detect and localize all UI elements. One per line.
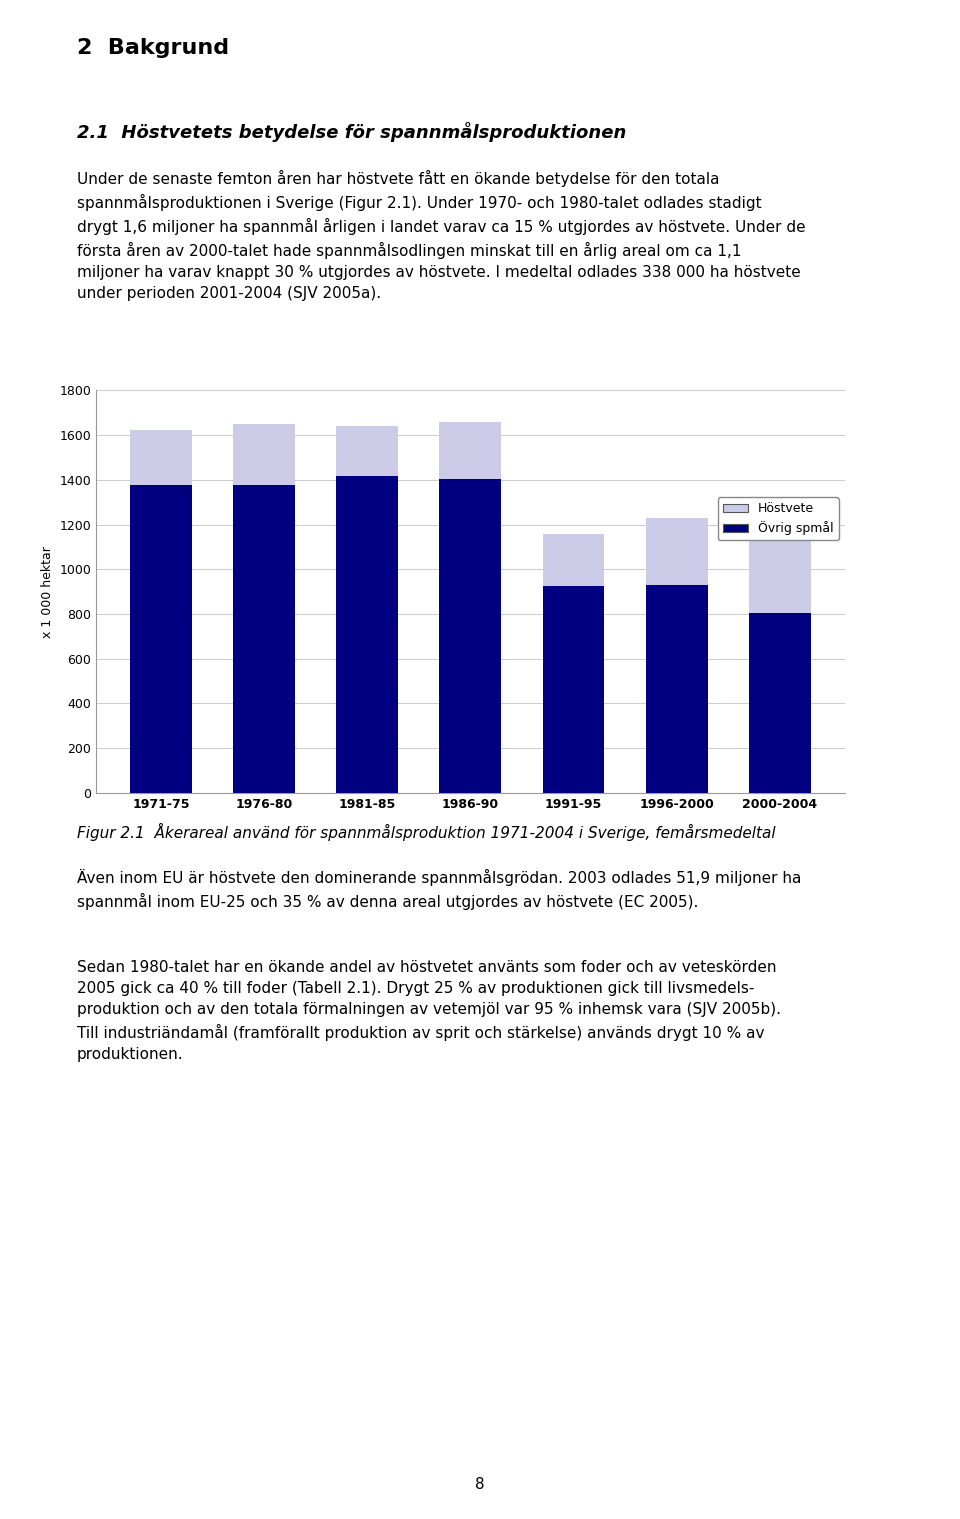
Text: Sedan 1980-talet har en ökande andel av höstvetet använts som foder och av vetes: Sedan 1980-talet har en ökande andel av … xyxy=(77,960,780,1062)
Bar xyxy=(749,536,811,612)
Text: 2.1  Höstvetets betydelse för spannmålsproduktionen: 2.1 Höstvetets betydelse för spannmålspr… xyxy=(77,122,626,141)
Bar xyxy=(542,533,605,586)
Text: Figur 2.1  Åkerareal använd för spannmålsproduktion 1971-2004 i Sverige, femårsm: Figur 2.1 Åkerareal använd för spannmåls… xyxy=(77,823,776,842)
Text: 2  Bakgrund: 2 Bakgrund xyxy=(77,38,228,58)
Bar xyxy=(130,486,192,793)
Bar xyxy=(336,427,398,477)
Bar xyxy=(233,486,295,793)
Bar xyxy=(130,430,192,486)
Bar xyxy=(646,518,708,585)
Bar xyxy=(646,585,708,793)
Bar xyxy=(749,612,811,793)
Bar xyxy=(542,586,605,793)
Text: Under de senaste femton åren har höstvete fått en ökande betydelse för den total: Under de senaste femton åren har höstvet… xyxy=(77,170,805,301)
Y-axis label: x 1 000 hektar: x 1 000 hektar xyxy=(40,545,54,638)
Text: Även inom EU är höstvete den dominerande spannmålsgrödan. 2003 odlades 51,9 milj: Även inom EU är höstvete den dominerande… xyxy=(77,869,802,910)
Bar xyxy=(336,477,398,793)
Bar xyxy=(440,478,501,793)
Bar xyxy=(440,422,501,478)
Legend: Höstvete, Övrig spmål: Höstvete, Övrig spmål xyxy=(718,497,838,541)
Text: 8: 8 xyxy=(475,1476,485,1492)
Bar xyxy=(233,424,295,486)
